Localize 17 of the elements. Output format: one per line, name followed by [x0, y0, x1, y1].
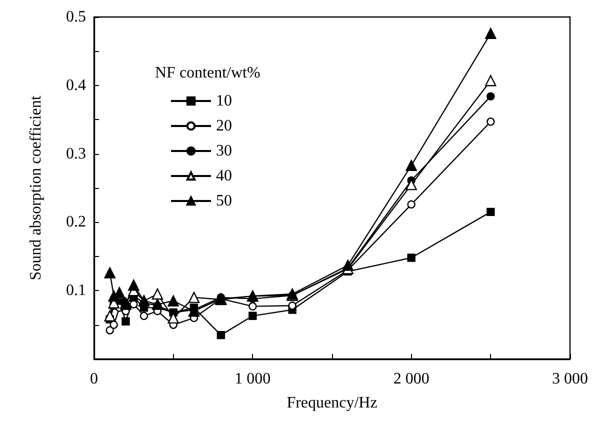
y-tick-label: 0.3: [66, 145, 86, 162]
y-tick-label: 0.1: [66, 282, 86, 300]
legend-title: NF content/wt%: [155, 64, 260, 82]
y-tick-label: 0.5: [66, 8, 86, 26]
y-tick-label: 0.2: [66, 214, 86, 231]
legend-label: 40: [216, 168, 232, 184]
x-tick-label: 0: [90, 370, 98, 388]
y-tick-label: 0.4: [66, 76, 86, 94]
legend-label: 20: [216, 118, 232, 134]
x-tick-label: 3 000: [552, 370, 588, 388]
y-axis-title: Sound absorption coefficient: [28, 95, 44, 280]
legend-label: 50: [216, 192, 232, 210]
legend-label: 10: [216, 92, 232, 110]
x-tick-label: 1 000: [234, 370, 271, 388]
legend-label: 30: [216, 142, 232, 160]
x-axis-title: Frequency/Hz: [286, 394, 378, 412]
x-tick-label: 2 000: [393, 370, 430, 388]
